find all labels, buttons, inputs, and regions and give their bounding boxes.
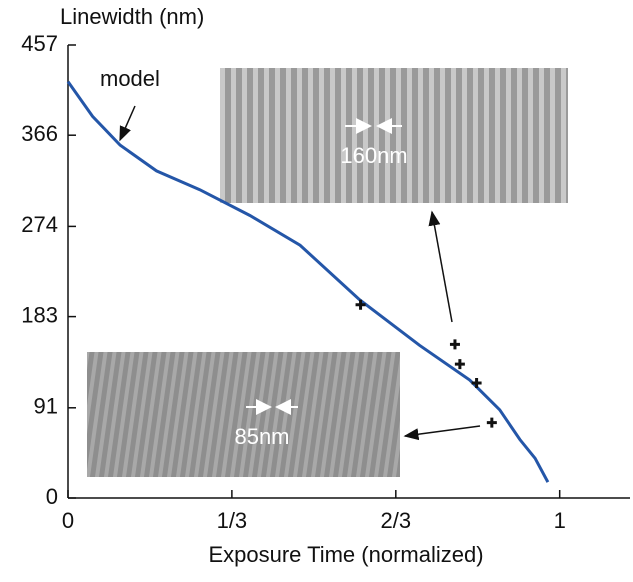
data-point	[454, 359, 465, 370]
sem-image	[220, 68, 568, 203]
sem-image	[87, 352, 400, 477]
annotation: model	[100, 66, 160, 91]
y-tick-label: 457	[21, 31, 58, 56]
y-tick-label: 91	[34, 394, 58, 419]
y-tick-label: 183	[21, 302, 58, 327]
y-axis-label: Linewidth (nm)	[60, 4, 204, 29]
model-line	[66, 80, 550, 483]
annotation: 85nm	[234, 424, 289, 449]
x-tick-label: 1	[554, 508, 566, 533]
pointer-arrow	[119, 105, 136, 142]
data-point	[449, 339, 460, 350]
data-point	[355, 299, 366, 310]
data-point	[471, 378, 482, 389]
x-tick-label: 2/3	[381, 508, 412, 533]
x-tick-label: 1/3	[217, 508, 248, 533]
pointer-arrow	[428, 210, 453, 323]
x-tick-label: 0	[62, 508, 74, 533]
annotation: 160nm	[340, 143, 407, 168]
data-point	[486, 417, 497, 428]
y-tick-label: 274	[21, 212, 58, 237]
y-tick-label: 0	[46, 484, 58, 509]
pointer-arrow	[403, 425, 481, 441]
y-tick-label: 366	[21, 121, 58, 146]
x-axis-label: Exposure Time (normalized)	[208, 542, 483, 567]
